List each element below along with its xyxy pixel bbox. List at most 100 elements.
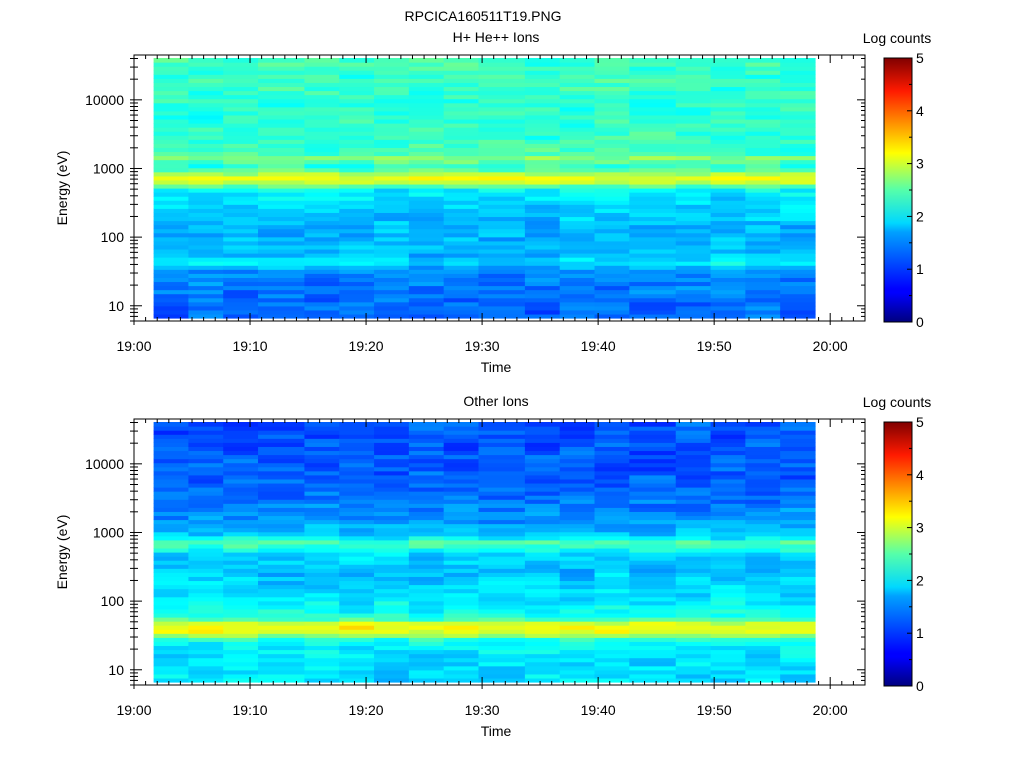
heatmap-cell [258, 653, 306, 659]
x-tick-label: 20:00 [813, 338, 848, 354]
heatmap-cell [629, 612, 677, 618]
heatmap-cell [629, 588, 677, 594]
heatmap-cell [780, 62, 816, 67]
heatmap-cell [153, 661, 190, 667]
heatmap-cell [188, 236, 224, 242]
heatmap-cell [745, 617, 781, 622]
heatmap-cell [745, 289, 781, 295]
heatmap-cell [304, 78, 340, 83]
heatmap-cell [745, 487, 781, 492]
heatmap-cell [675, 301, 712, 307]
heatmap-cell [594, 487, 630, 492]
heatmap-cell [524, 232, 561, 238]
heatmap-cell [408, 491, 445, 496]
y-tick-label: 10 [108, 298, 124, 314]
heatmap-cell [524, 139, 561, 144]
heatmap-cell [478, 564, 526, 569]
heatmap-cell [594, 110, 630, 116]
heatmap-cell [339, 285, 375, 291]
heatmap-cell [559, 171, 596, 177]
heatmap-cell [780, 617, 816, 622]
heatmap-cell [559, 90, 596, 96]
heatmap-cell [745, 123, 781, 128]
heatmap-cell [304, 543, 340, 549]
heatmap-cell [780, 625, 816, 630]
heatmap-cell [223, 232, 259, 238]
heatmap-cell [304, 665, 340, 671]
heatmap-cell [675, 523, 712, 529]
heatmap-cell [524, 175, 561, 181]
heatmap-cell [374, 649, 410, 655]
heatmap-cell [594, 273, 630, 278]
heatmap-cell [339, 281, 375, 287]
heatmap-cell [675, 580, 712, 586]
heatmap-cell [710, 462, 746, 468]
heatmap-cell [374, 110, 410, 116]
heatmap-cell [710, 535, 746, 541]
heatmap-cell [594, 183, 630, 189]
heatmap-cell [223, 499, 259, 504]
heatmap-cell [408, 155, 445, 161]
heatmap-cell [745, 621, 781, 626]
heatmap-cell [629, 183, 677, 189]
heatmap-cell [374, 175, 410, 181]
heatmap-cell [745, 438, 781, 443]
heatmap-cell [780, 220, 816, 226]
heatmap-cell [675, 131, 712, 136]
heatmap-cell [710, 446, 746, 452]
heatmap-cell [223, 527, 259, 533]
heatmap-cell [478, 216, 526, 222]
heatmap-cell [629, 305, 677, 311]
y-tick-label: 100 [101, 593, 125, 609]
heatmap-cell [223, 94, 259, 100]
heatmap-cell [780, 248, 816, 254]
heatmap-cell [188, 474, 224, 480]
heatmap-cell [223, 285, 259, 291]
heatmap-cell [675, 604, 712, 610]
heatmap-cell [304, 507, 340, 512]
heatmap-cell [153, 285, 190, 291]
heatmap-cell [710, 511, 746, 517]
heatmap-cell [408, 633, 445, 638]
heatmap-cell [188, 289, 224, 295]
heatmap-cell [675, 442, 712, 447]
heatmap-cell [304, 257, 340, 262]
heatmap-cell [675, 232, 712, 238]
heatmap-cell [443, 531, 480, 537]
heatmap-cell [629, 313, 677, 319]
heatmap-cell [188, 224, 224, 230]
heatmap-cell [710, 588, 746, 594]
heatmap-cell [559, 621, 596, 626]
heatmap-cell [478, 155, 526, 161]
heatmap-cell [478, 499, 526, 504]
heatmap-cell [710, 519, 746, 525]
heatmap-cell [594, 495, 630, 500]
heatmap-cell [780, 244, 816, 250]
heatmap-cell [408, 612, 445, 618]
heatmap-cell [258, 58, 306, 63]
heatmap-cell [745, 560, 781, 565]
heatmap-cell [559, 212, 596, 218]
heatmap-cell [524, 289, 561, 295]
heatmap-cell [443, 118, 480, 124]
heatmap-cell [675, 159, 712, 165]
heatmap-cell [629, 143, 677, 148]
heatmap-cell [339, 458, 375, 464]
heatmap-cell [223, 204, 259, 209]
heatmap-cell [478, 673, 526, 679]
heatmap-cell [258, 228, 306, 234]
heatmap-cell [524, 470, 561, 476]
heatmap-cell [524, 588, 561, 594]
heatmap-cell [443, 572, 480, 577]
heatmap-cell [559, 236, 596, 242]
heatmap-cell [524, 531, 561, 537]
heatmap-cell [594, 458, 630, 464]
heatmap-cell [304, 450, 340, 456]
heatmap-cell [559, 289, 596, 295]
heatmap-cell [594, 90, 630, 96]
heatmap-cell [524, 608, 561, 614]
heatmap-cell [524, 216, 561, 222]
heatmap-cell [675, 621, 712, 626]
heatmap-cell [594, 568, 630, 573]
heatmap-cell [559, 673, 596, 679]
